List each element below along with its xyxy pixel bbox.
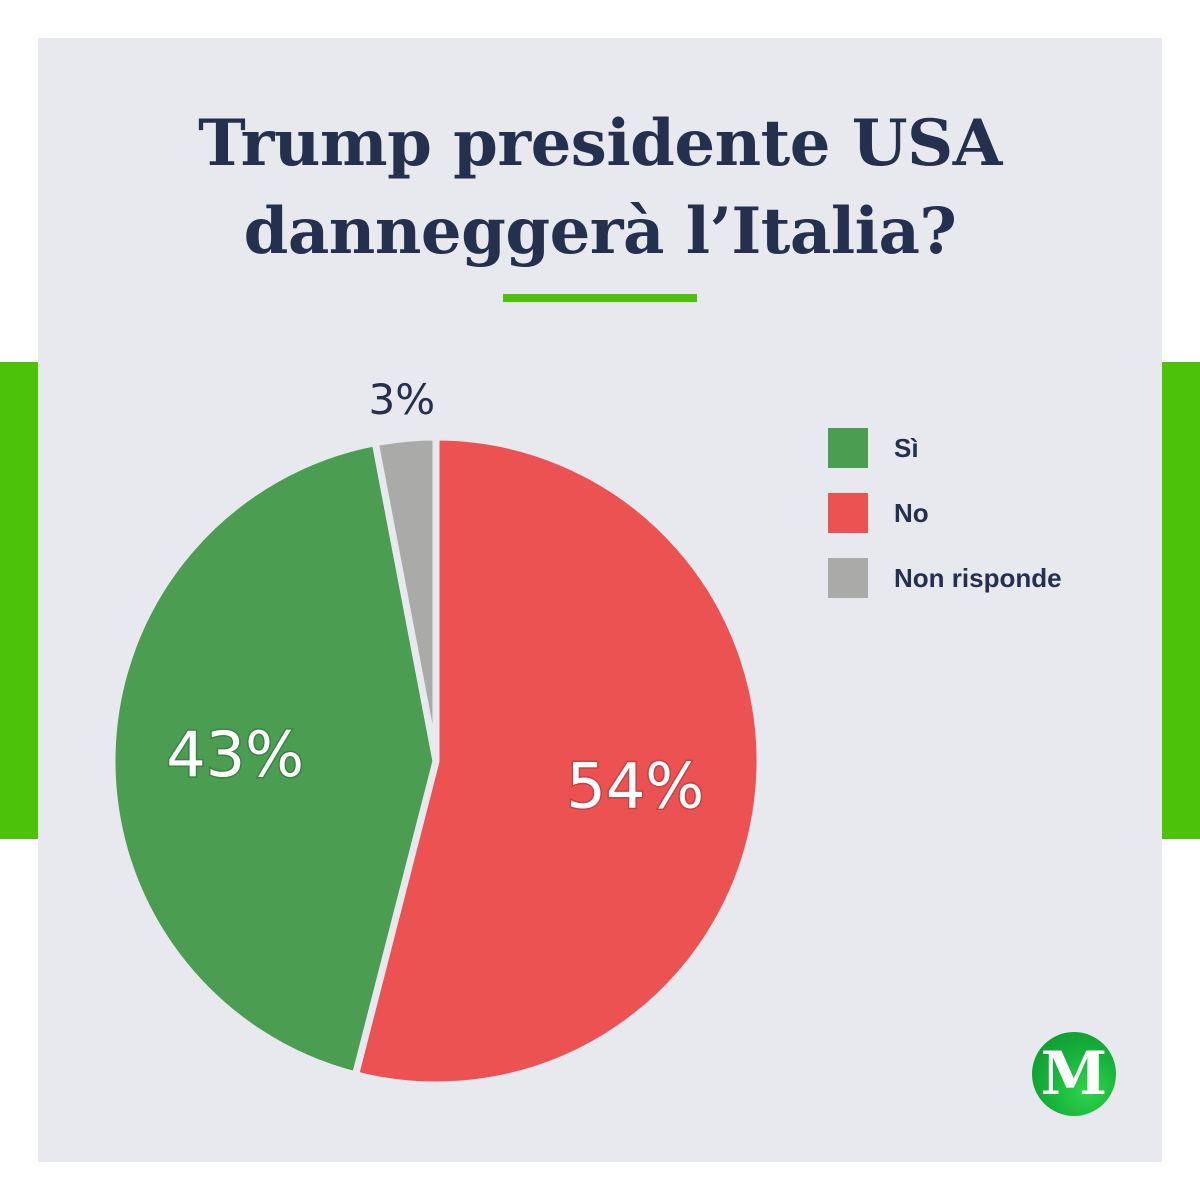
brand-logo: M — [1032, 1032, 1116, 1116]
pie-slice-no — [351, 433, 764, 1089]
pie-slice-s- — [108, 439, 440, 1079]
left-accent-bar — [0, 362, 38, 839]
legend-label-si: Sì — [894, 433, 919, 463]
chart-card: Trump presidente USA danneggerà l’Italia… — [38, 38, 1162, 1162]
legend-label-non-risponde: Non risponde — [894, 563, 1062, 593]
pie-label-s-: 43% — [166, 718, 304, 791]
brand-logo-letter: M — [1040, 1039, 1108, 1109]
chart-title: Trump presidente USA danneggerà l’Italia… — [38, 100, 1162, 276]
title-underline — [503, 294, 697, 302]
legend-swatch-no — [828, 493, 868, 533]
legend-swatch-non-risponde — [828, 558, 868, 598]
legend-swatch-si — [828, 428, 868, 468]
pie-label-no: 54% — [566, 750, 704, 823]
right-accent-bar — [1162, 362, 1200, 839]
legend-label-no: No — [894, 498, 929, 528]
pie-chart: 54% 43% 3% — [108, 375, 764, 1089]
chart-title-line-1: Trump presidente USA — [198, 106, 1002, 181]
chart-title-line-2: danneggerà l’Italia? — [243, 194, 957, 269]
pie-label-non-risponde: 3% — [368, 375, 435, 424]
pie-slice-non-risponde — [371, 433, 440, 765]
